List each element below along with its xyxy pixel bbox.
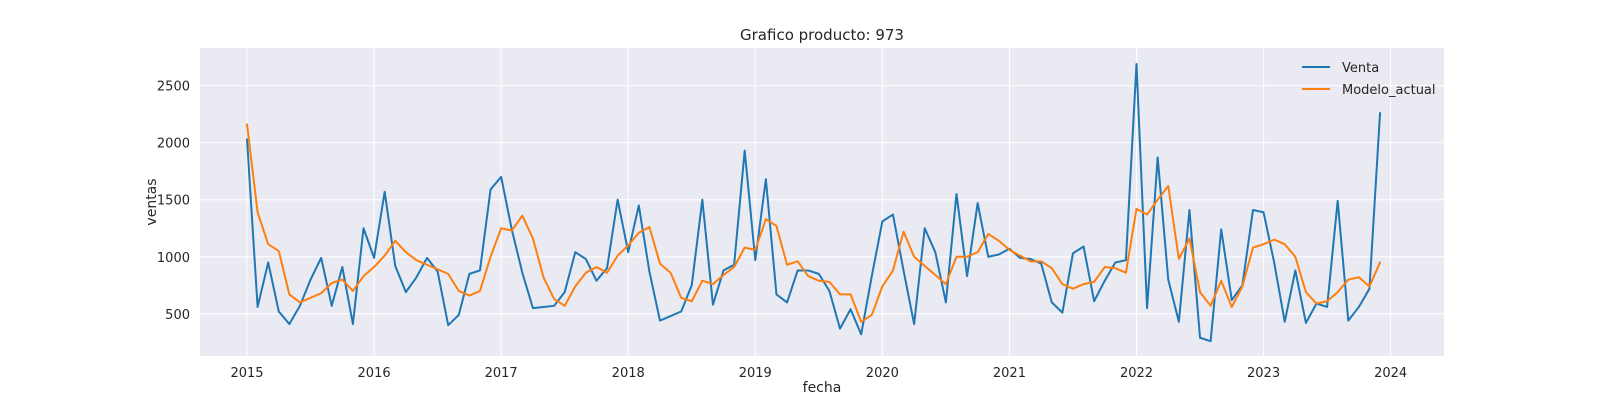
legend: Venta Modelo_actual — [1302, 61, 1436, 98]
y-tick-label: 2000 — [157, 137, 190, 152]
plot-area — [200, 48, 1444, 356]
legend-label-venta: Venta — [1342, 61, 1379, 76]
tick-layer: 2015 2016 2017 2018 2019 2020 2021 2022 2023 2024… — [157, 80, 1407, 381]
x-tick-label: 2023 — [1247, 366, 1280, 381]
x-tick-label: 2015 — [230, 366, 263, 381]
y-tick-label: 2500 — [157, 80, 190, 95]
x-tick-label: 2017 — [485, 366, 518, 381]
x-tick-label: 2021 — [993, 366, 1026, 381]
chart-title: Grafico producto: 973 — [740, 26, 904, 44]
legend-label-modelo-actual: Modelo_actual — [1342, 83, 1436, 98]
grid-layer — [200, 48, 1444, 356]
x-tick-label: 2022 — [1120, 366, 1153, 381]
x-tick-label: 2024 — [1374, 366, 1407, 381]
y-tick-label: 500 — [165, 308, 190, 323]
series-layer — [246, 62, 1382, 343]
x-tick-label: 2016 — [358, 366, 391, 381]
series-line-modelo-actual — [246, 123, 1382, 323]
y-tick-label: 1500 — [157, 194, 190, 209]
x-axis-label: fecha — [803, 380, 842, 396]
x-tick-label: 2018 — [612, 366, 645, 381]
x-tick-label: 2020 — [866, 366, 899, 381]
x-tick-label: 2019 — [739, 366, 772, 381]
y-tick-label: 1000 — [157, 251, 190, 266]
y-axis-label: ventas — [144, 178, 160, 225]
